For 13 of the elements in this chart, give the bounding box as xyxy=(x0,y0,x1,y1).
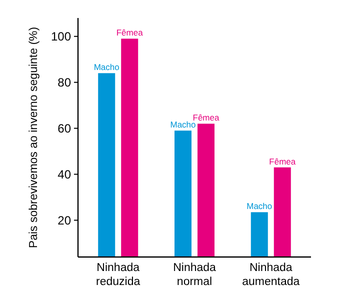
y-tick-label: 40 xyxy=(58,167,72,182)
y-tick-label: 80 xyxy=(58,76,72,90)
series-label: Macho xyxy=(246,201,272,212)
x-tick-label: Ninhada reduzida xyxy=(96,262,141,288)
y-tick-label: 20 xyxy=(58,213,72,228)
y-tick-label: 100 xyxy=(50,30,72,44)
x-tick-label: Ninhada normal xyxy=(173,262,217,288)
y-axis-title: Pais sobrevivemos ao inverno seguinte (%) xyxy=(28,26,40,248)
text: Fêmea xyxy=(116,28,143,38)
y-tick-label: 60 xyxy=(58,122,72,136)
series-label: Fêmea xyxy=(269,156,296,166)
x-tick-label: Ninhada aumentada xyxy=(242,262,300,288)
text: Macho xyxy=(94,62,120,72)
